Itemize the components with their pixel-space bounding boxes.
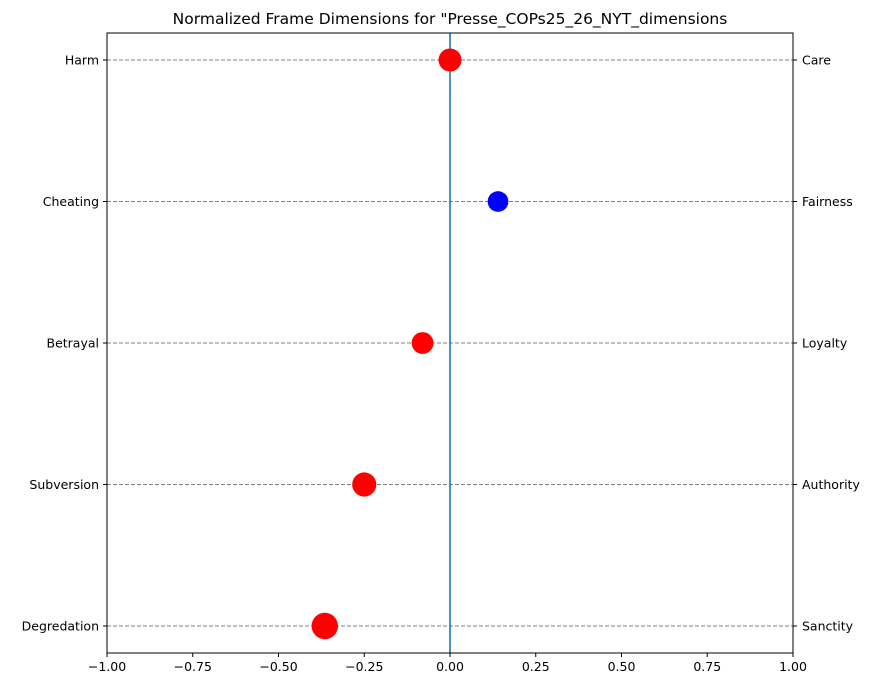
right-label-fairness: Fairness <box>802 194 853 209</box>
left-axis-labels: Harm Cheating Betrayal Subversion Degredatio… <box>22 53 99 634</box>
left-label-harm: Harm <box>65 53 99 68</box>
point-sanctity <box>311 612 339 640</box>
right-label-loyalty: Loyalty <box>802 336 848 351</box>
point-authority <box>352 472 377 497</box>
chart-title: Normalized Frame Dimensions for "Presse_… <box>173 10 728 29</box>
x-tick-label-6: 0.50 <box>608 659 636 674</box>
x-tick-label-4: 0.00 <box>436 659 464 674</box>
left-label-cheating: Cheating <box>43 194 99 209</box>
x-tick-label-7: 0.75 <box>693 659 721 674</box>
x-tick-label-2: −0.50 <box>259 659 297 674</box>
left-label-betrayal: Betrayal <box>47 336 100 351</box>
right-label-care: Care <box>802 53 831 68</box>
right-label-authority: Authority <box>802 477 860 492</box>
x-tick-label-1: −0.75 <box>174 659 212 674</box>
left-label-subversion: Subversion <box>29 477 99 492</box>
point-care <box>438 48 462 72</box>
x-tick-label-8: 1.00 <box>779 659 807 674</box>
point-loyalty <box>411 332 434 354</box>
left-label-degredation: Degredation <box>22 619 99 634</box>
x-tick-label-5: 0.25 <box>522 659 550 674</box>
data-points <box>311 48 509 640</box>
point-fairness <box>487 191 509 212</box>
x-axis-ticks: −1.00 −0.75 −0.50 −0.25 0.00 0.25 0.50 0.75 1.00 <box>88 653 807 674</box>
right-axis-labels: Care Fairness Loyalty Authority Sanctity <box>802 53 860 634</box>
x-tick-label-3: −0.25 <box>345 659 383 674</box>
x-tick-label-0: −1.00 <box>88 659 126 674</box>
right-label-sanctity: Sanctity <box>802 619 854 634</box>
